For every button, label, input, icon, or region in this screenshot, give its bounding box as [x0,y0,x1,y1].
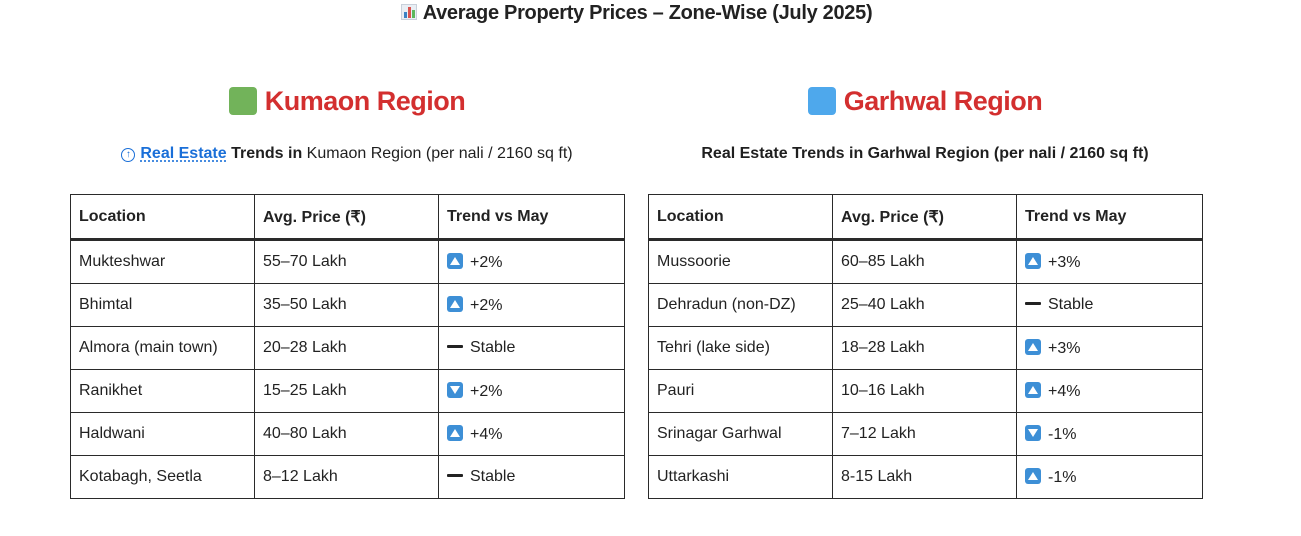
location-cell: Haldwani [70,412,255,456]
kumaon-subtitle-bold: Trends in [231,145,303,162]
trend-cell: +3% [1016,239,1203,284]
table-row: Almora (main town) 20–28 Lakh Stable [70,326,625,370]
column-header-price: Avg. Price (₹) [832,194,1017,240]
column-header-price: Avg. Price (₹) [254,194,439,240]
table-row: Srinagar Garhwal 7–12 Lakh -1% [648,412,1203,456]
arrow-up-icon [447,295,463,312]
location-cell: Srinagar Garhwal [648,412,833,456]
table-row: Bhimtal 35–50 Lakh +2% [70,283,625,327]
trend-value: -1% [1048,425,1077,443]
trend-cell: Stable [438,455,625,499]
info-circle-icon: ↑ [121,148,136,162]
arrow-down-icon [447,381,463,398]
arrow-up-icon [447,424,463,441]
kumaon-region-title: Kumaon Region [264,85,466,116]
garhwal-subtitle: Real Estate Trends in Garhwal Region (pe… [701,145,1149,162]
table-row: Tehri (lake side) 18–28 Lakh +3% [648,326,1203,370]
kumaon-region-heading: Kumaon Region [70,83,624,119]
arrow-up-icon [1025,338,1041,355]
table-header-row: Location Avg. Price (₹) Trend vs May [648,194,1203,240]
table-row: Pauri 10–16 Lakh +4% [648,369,1203,413]
trend-value: +4% [470,425,503,443]
page-title: Average Property Prices – Zone-Wise (Jul… [0,0,1273,26]
garhwal-region-title: Garhwal Region [843,85,1043,116]
kumaon-subtitle-rest: Kumaon Region (per nali / 2160 sq ft) [306,145,573,162]
location-cell: Almora (main town) [70,326,255,370]
trend-value: +3% [1048,339,1081,357]
column-header-location: Location [648,194,833,240]
kumaon-subtitle: ↑ Real Estate Trends in Kumaon Region (pe… [70,143,624,165]
arrow-up-icon [1025,252,1041,269]
page-title-text: Average Property Prices – Zone-Wise (Jul… [422,2,873,24]
location-cell: Mussoorie [648,239,833,284]
table-row: Uttarkashi 8-15 Lakh -1% [648,455,1203,499]
trend-cell: Stable [438,326,625,370]
price-cell: 60–85 Lakh [832,239,1017,284]
price-cell: 7–12 Lakh [832,412,1017,456]
garhwal-region-heading: Garhwal Region [648,83,1202,119]
trend-value: +3% [1048,253,1081,271]
trend-value: Stable [470,339,516,356]
trend-cell: -1% [1016,455,1203,499]
trend-cell: +3% [1016,326,1203,370]
trend-value: +2% [470,382,503,400]
dash-icon [1025,302,1041,305]
trend-cell: Stable [1016,283,1203,327]
location-cell: Kotabagh, Seetla [70,455,255,499]
trend-value: +2% [470,253,503,271]
column-header-location: Location [70,194,255,240]
price-cell: 8–12 Lakh [254,455,439,499]
column-header-trend: Trend vs May [438,194,625,240]
table-row: Mussoorie 60–85 Lakh +3% [648,239,1203,284]
location-cell: Pauri [648,369,833,413]
price-cell: 20–28 Lakh [254,326,439,370]
dash-icon [447,474,463,477]
trend-value: Stable [470,468,516,485]
table-row: Ranikhet 15–25 Lakh +2% [70,369,625,413]
real-estate-link[interactable]: Real Estate [140,145,227,162]
table-row: Kotabagh, Seetla 8–12 Lakh Stable [70,455,625,499]
trend-value: Stable [1048,296,1094,313]
price-cell: 25–40 Lakh [832,283,1017,327]
table-row: Mukteshwar 55–70 Lakh +2% [70,239,625,284]
kumaon-price-table: Location Avg. Price (₹) Trend vs May Muk… [70,194,625,499]
arrow-up-icon [1025,467,1041,484]
arrow-up-icon [1025,381,1041,398]
trend-cell: +2% [438,369,625,413]
garhwal-price-table: Location Avg. Price (₹) Trend vs May Mus… [648,194,1203,499]
price-cell: 55–70 Lakh [254,239,439,284]
trend-cell: +2% [438,239,625,284]
arrow-up-icon [447,252,463,269]
table-row: Dehradun (non-DZ) 25–40 Lakh Stable [648,283,1203,327]
trend-value: -1% [1048,468,1077,486]
trend-value: +2% [470,296,503,314]
table-row: Haldwani 40–80 Lakh +4% [70,412,625,456]
trend-cell: -1% [1016,412,1203,456]
blue-square-icon [807,87,836,115]
price-cell: 15–25 Lakh [254,369,439,413]
price-cell: 8-15 Lakh [832,455,1017,499]
trend-value: +4% [1048,382,1081,400]
price-cell: 40–80 Lakh [254,412,439,456]
trend-cell: +4% [1016,369,1203,413]
trend-cell: +4% [438,412,625,456]
location-cell: Ranikhet [70,369,255,413]
location-cell: Uttarkashi [648,455,833,499]
trend-cell: +2% [438,283,625,327]
arrow-down-icon [1025,424,1041,441]
table-header-row: Location Avg. Price (₹) Trend vs May [70,194,625,240]
bar-chart-icon [400,4,417,20]
dash-icon [447,345,463,348]
location-cell: Dehradun (non-DZ) [648,283,833,327]
location-cell: Mukteshwar [70,239,255,284]
location-cell: Tehri (lake side) [648,326,833,370]
price-cell: 10–16 Lakh [832,369,1017,413]
price-cell: 18–28 Lakh [832,326,1017,370]
price-cell: 35–50 Lakh [254,283,439,327]
location-cell: Bhimtal [70,283,255,327]
green-square-icon [228,87,257,115]
column-header-trend: Trend vs May [1016,194,1203,240]
